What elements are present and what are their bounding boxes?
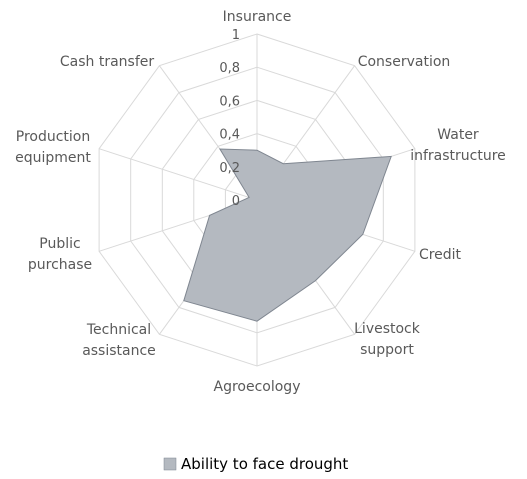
axis-labels: Insurance Conservation Water infrastructure… — [15, 9, 506, 395]
axis-label: Insurance — [223, 9, 292, 25]
tick-label: 0,6 — [219, 94, 240, 109]
axis-label: Livestock support — [354, 321, 421, 358]
tick-labels: 0 0,2 0,4 0,6 0,8 1 — [219, 28, 240, 209]
series-area — [183, 148, 392, 322]
axis-label: Technical assistance — [82, 322, 156, 359]
tick-label: 0,4 — [219, 128, 240, 143]
tick-label: 1 — [232, 28, 240, 43]
legend-swatch — [163, 457, 177, 471]
series-layer — [183, 148, 392, 322]
axis-label: Public purchase — [28, 236, 92, 273]
grid-spoke — [98, 148, 258, 201]
axis-label: Conservation — [358, 54, 451, 70]
tick-label: 0,2 — [219, 161, 240, 176]
axis-label: Credit — [419, 247, 462, 263]
axis-label: Agroecology — [214, 379, 301, 395]
axis-label: Production equipment — [15, 129, 91, 166]
axis-label: Water infrastructure — [410, 127, 506, 164]
legend-label: Ability to face drought — [181, 455, 348, 473]
legend: Ability to face drought — [163, 455, 348, 473]
tick-label: 0 — [232, 194, 240, 209]
tick-label: 0,8 — [219, 61, 240, 76]
axis-label: Cash transfer — [60, 54, 155, 70]
